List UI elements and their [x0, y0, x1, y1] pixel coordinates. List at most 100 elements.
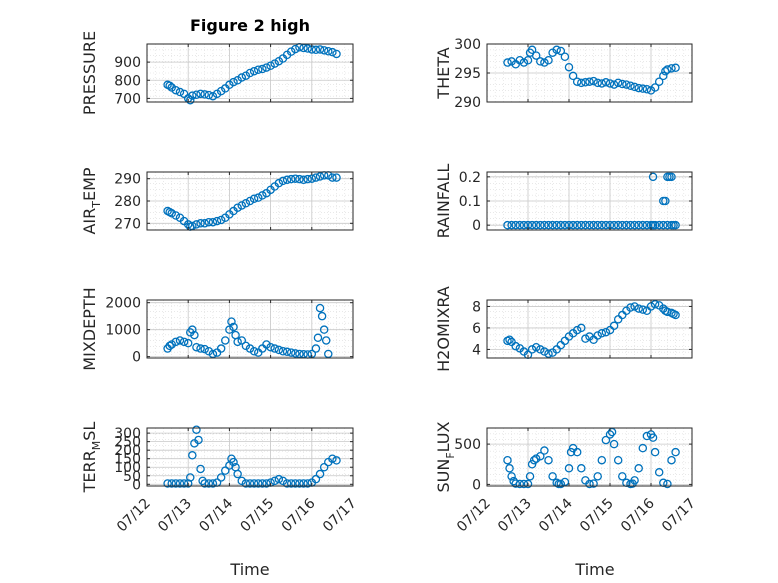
data-point [311, 474, 321, 484]
data-point [317, 311, 327, 321]
data-point [642, 220, 652, 230]
data-point [200, 90, 209, 99]
data-point [237, 336, 247, 345]
data-point [626, 81, 635, 91]
data-point [278, 176, 288, 186]
data-point [568, 71, 578, 81]
data-point [622, 80, 631, 89]
data-point [274, 474, 284, 484]
data-point [274, 178, 284, 188]
y-axis-label: RAINFALL [434, 164, 453, 239]
data-point [208, 479, 218, 488]
y-tick-label: 300 [454, 37, 481, 53]
data-point [179, 337, 189, 347]
data-point [270, 476, 279, 486]
data-point [560, 220, 570, 230]
data-point [515, 55, 525, 65]
data-point [258, 479, 267, 488]
data-point [531, 343, 541, 352]
data-point [196, 219, 205, 228]
data-point [650, 220, 660, 230]
data-point [324, 47, 333, 56]
data-point [503, 58, 512, 67]
y-tick-label: 280 [114, 194, 141, 210]
data-point [278, 347, 288, 356]
data-point [609, 439, 619, 449]
data-point [663, 220, 672, 230]
data-point [192, 220, 201, 229]
data-point [507, 220, 516, 230]
data-point [634, 83, 643, 93]
data-point [171, 479, 181, 488]
data-point [613, 78, 623, 88]
data-point [216, 344, 226, 353]
data-point [311, 344, 321, 353]
data-point [291, 349, 300, 358]
data-point [188, 91, 197, 100]
data-point [577, 464, 586, 473]
y-tick-label: 50 [123, 469, 141, 485]
data-point [196, 89, 205, 99]
data-point [634, 304, 643, 313]
data-point [523, 55, 533, 65]
data-point [208, 91, 218, 101]
data-point [216, 473, 226, 482]
y-tick-label: 295 [454, 66, 481, 82]
y-tick-label: 4 [472, 342, 481, 358]
data-point [593, 331, 602, 340]
data-point [221, 336, 230, 345]
chart-panel-airtemp: 270 280 290 AIRTEMP [80, 167, 354, 235]
data-point [661, 196, 670, 206]
data-point [505, 335, 514, 344]
x-tick-label: 07/13 [495, 496, 535, 536]
data-point [245, 479, 255, 488]
data-point [609, 220, 619, 230]
data-point [315, 303, 325, 313]
data-point [531, 220, 541, 230]
x-tick-label: 07/17 [320, 496, 360, 536]
x-tick-label: 07/13 [155, 496, 195, 536]
data-point [618, 79, 627, 89]
data-point [212, 216, 222, 226]
data-point [332, 173, 341, 182]
data-point [192, 342, 201, 352]
y-tick-label: 0.2 [459, 170, 481, 186]
data-point [626, 220, 635, 230]
data-point [544, 349, 553, 358]
data-point [597, 455, 607, 465]
data-point [332, 49, 341, 59]
data-point [315, 469, 325, 479]
data-point [216, 215, 226, 225]
data-point [609, 80, 619, 89]
axes-frame [146, 427, 354, 487]
data-point [262, 479, 271, 488]
data-point [319, 46, 329, 55]
data-point [249, 194, 259, 204]
data-point [253, 193, 263, 202]
y-axis-label: H2OMIXRA [434, 286, 453, 372]
data-point [241, 479, 251, 488]
data-point [167, 479, 176, 488]
data-point [227, 317, 236, 326]
data-point [332, 456, 341, 465]
data-point [249, 479, 259, 488]
data-point [527, 45, 537, 55]
data-point [315, 172, 325, 181]
data-point [630, 220, 639, 230]
data-point [311, 173, 321, 182]
data-point [291, 479, 300, 488]
data-point [258, 64, 267, 74]
y-tick-label: 200 [114, 443, 141, 459]
chart-title: Figure 2 high [190, 16, 310, 35]
data-point [527, 220, 537, 230]
axes-frame [146, 299, 354, 359]
data-point [200, 479, 209, 488]
chart-panel-sunflux: 0 500 07/12 07/13 07/14 07/15 07/16 07/17 SUNFLU… [434, 421, 699, 535]
data-point [200, 219, 209, 228]
data-point [165, 341, 174, 351]
data-point [630, 302, 639, 311]
data-point [605, 79, 615, 88]
axes-frame [146, 43, 354, 103]
data-point [303, 479, 312, 488]
data-point [245, 196, 255, 206]
